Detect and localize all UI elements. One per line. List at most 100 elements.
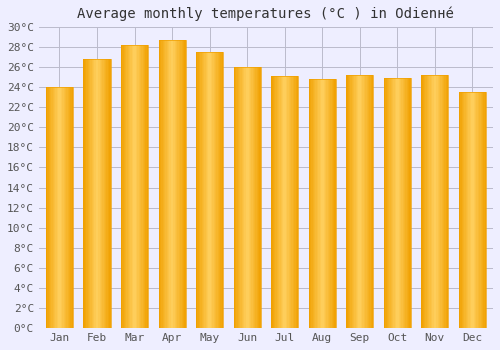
Bar (58, 87, 59, 328)
Bar (137, 45, 138, 328)
Bar (90, 59, 92, 328)
Bar (168, 40, 170, 328)
Bar (138, 45, 140, 328)
Bar (392, 78, 394, 328)
Bar (439, 75, 440, 328)
Bar (404, 78, 406, 328)
Bar (475, 92, 476, 328)
Bar (462, 92, 463, 328)
Bar (328, 79, 329, 328)
Bar (70, 87, 72, 328)
Bar (124, 45, 125, 328)
Bar (394, 78, 396, 328)
Bar (354, 75, 356, 328)
Bar (142, 45, 144, 328)
Bar (459, 92, 460, 328)
Bar (60, 87, 61, 328)
Bar (440, 75, 442, 328)
Bar (434, 75, 435, 328)
Bar (330, 79, 332, 328)
Bar (446, 75, 447, 328)
Bar (236, 67, 238, 328)
Bar (200, 52, 202, 328)
Bar (140, 45, 141, 328)
Bar (93, 59, 94, 328)
Bar (239, 67, 240, 328)
Bar (422, 75, 448, 328)
Bar (219, 52, 220, 328)
Bar (274, 76, 275, 328)
Bar (176, 40, 178, 328)
Bar (464, 92, 466, 328)
Bar (242, 67, 243, 328)
Bar (61, 87, 62, 328)
Bar (467, 92, 468, 328)
Bar (297, 76, 298, 328)
Bar (312, 79, 313, 328)
Bar (388, 78, 389, 328)
Bar (222, 52, 223, 328)
Bar (478, 92, 479, 328)
Bar (105, 59, 106, 328)
Bar (402, 78, 404, 328)
Bar (258, 67, 260, 328)
Bar (198, 52, 199, 328)
Bar (479, 92, 480, 328)
Bar (463, 92, 464, 328)
Bar (432, 75, 434, 328)
Bar (128, 45, 129, 328)
Bar (251, 67, 252, 328)
Bar (384, 78, 385, 328)
Bar (207, 52, 208, 328)
Bar (240, 67, 242, 328)
Bar (126, 45, 128, 328)
Bar (106, 59, 108, 328)
Bar (96, 59, 97, 328)
Title: Average monthly temperatures (°C ) in Odienнé: Average monthly temperatures (°C ) in Od… (78, 7, 454, 21)
Bar (317, 79, 318, 328)
Bar (389, 78, 390, 328)
Bar (97, 59, 98, 328)
Bar (368, 75, 369, 328)
Bar (438, 75, 439, 328)
Bar (69, 87, 70, 328)
Bar (121, 45, 122, 328)
Bar (435, 75, 436, 328)
Bar (172, 40, 174, 328)
Bar (180, 40, 182, 328)
Bar (183, 40, 184, 328)
Bar (400, 78, 402, 328)
Bar (256, 67, 258, 328)
Bar (356, 75, 357, 328)
Bar (179, 40, 180, 328)
Bar (196, 52, 223, 328)
Bar (325, 79, 326, 328)
Bar (108, 59, 109, 328)
Bar (220, 52, 222, 328)
Bar (353, 75, 354, 328)
Bar (320, 79, 321, 328)
Bar (206, 52, 207, 328)
Bar (348, 75, 349, 328)
Bar (100, 59, 101, 328)
Bar (94, 59, 96, 328)
Bar (134, 45, 136, 328)
Bar (247, 67, 248, 328)
Bar (86, 59, 88, 328)
Bar (215, 52, 216, 328)
Bar (234, 67, 260, 328)
Bar (282, 76, 284, 328)
Bar (472, 92, 474, 328)
Bar (130, 45, 132, 328)
Bar (85, 59, 86, 328)
Bar (196, 52, 198, 328)
Bar (360, 75, 361, 328)
Bar (480, 92, 482, 328)
Bar (146, 45, 148, 328)
Bar (361, 75, 362, 328)
Bar (244, 67, 246, 328)
Bar (362, 75, 364, 328)
Bar (92, 59, 93, 328)
Bar (349, 75, 350, 328)
Bar (84, 59, 110, 328)
